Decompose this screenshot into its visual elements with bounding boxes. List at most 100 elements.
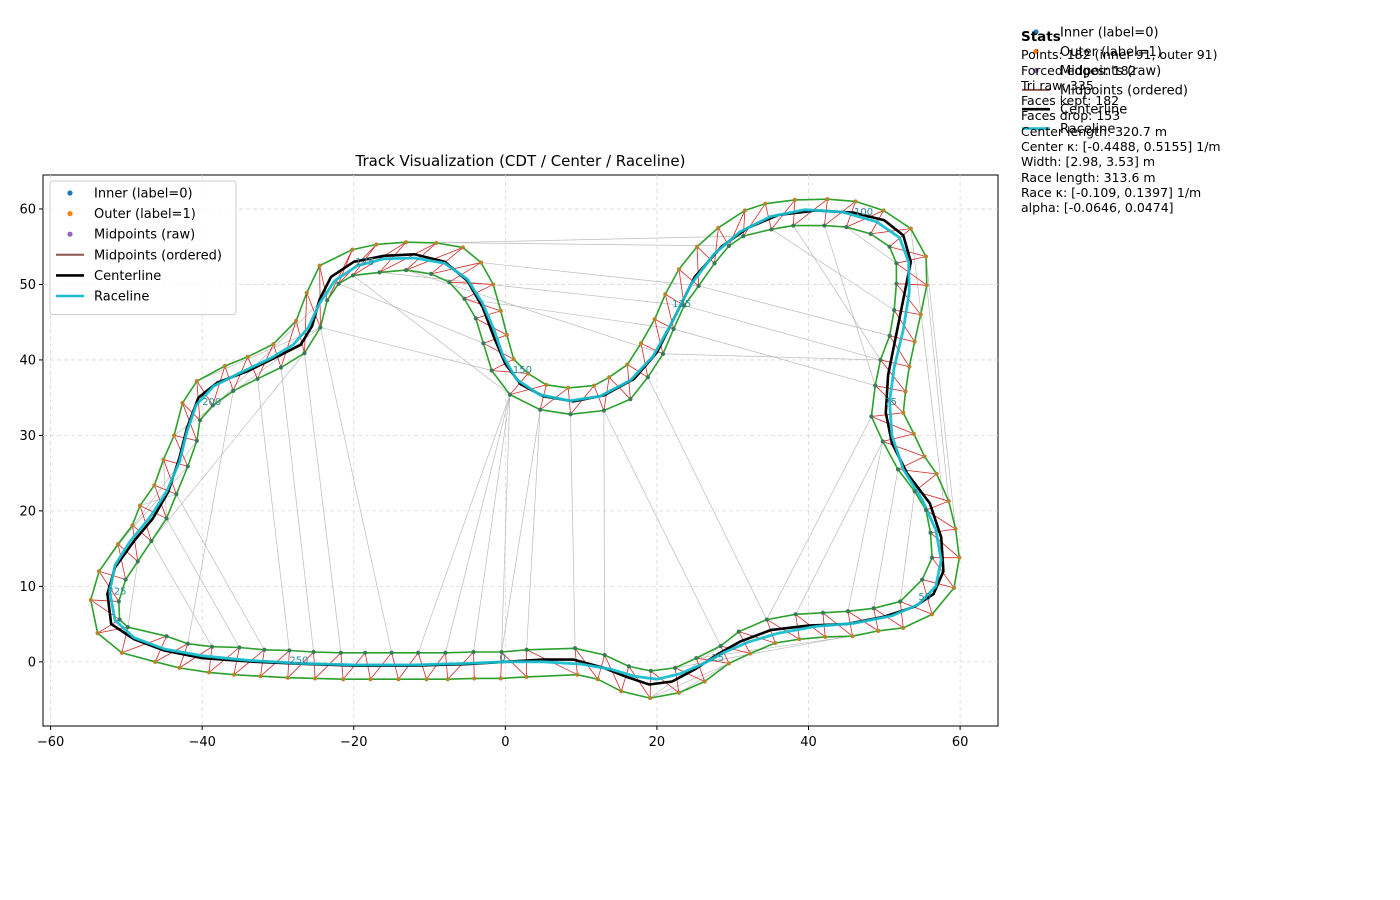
overlay-legend: Inner (label=0) Outer (label=1) Midpoints … — [1022, 26, 1188, 137]
outer-point — [478, 260, 484, 265]
inner-point — [626, 664, 631, 669]
outer-point — [222, 363, 228, 369]
legend-label: Centerline — [94, 269, 161, 284]
inner-point — [898, 599, 903, 604]
spoke-edge — [163, 459, 188, 467]
inner-point — [117, 617, 122, 622]
stats-line: Race length: 313.6 m — [1021, 169, 1156, 185]
outer-point — [742, 208, 747, 213]
dropped-edge — [481, 262, 699, 287]
outer-point — [115, 541, 121, 547]
outer-point — [161, 457, 166, 462]
spoke-edge — [896, 262, 927, 286]
outer-point — [825, 197, 830, 202]
stats-line: Width: [2.98, 3.53] m — [1021, 154, 1156, 170]
inner-point — [149, 538, 154, 544]
dropped-edge — [379, 272, 685, 306]
dropped-edge — [151, 540, 213, 647]
legend-marker — [1033, 29, 1039, 35]
inner-point — [499, 649, 504, 655]
outer-point — [663, 292, 668, 297]
outer-point — [258, 674, 263, 679]
inner-point — [403, 268, 409, 273]
spoke-edge — [326, 249, 353, 301]
inner-point — [338, 650, 343, 655]
x-tick-label: 40 — [800, 735, 817, 750]
spoke-edge — [899, 601, 904, 628]
inner-point — [736, 629, 741, 634]
index-label: 175 — [355, 257, 374, 268]
spoke-edge — [925, 509, 956, 530]
inner-point — [820, 610, 826, 615]
dropped-edge — [926, 285, 950, 502]
dropped-edge — [320, 327, 392, 653]
legend-marker — [67, 231, 73, 237]
legend-label: Inner (label=0) — [1060, 26, 1159, 41]
spoke-edge — [720, 645, 730, 664]
spoke-edge — [604, 654, 622, 692]
outer-point — [912, 339, 917, 344]
inner-point — [350, 273, 356, 278]
outer-point — [177, 665, 182, 670]
stats-line: Center length: 320.7 m — [1021, 123, 1168, 139]
inner-point — [660, 351, 666, 356]
dropped-edge — [173, 327, 321, 436]
inner-point — [769, 227, 774, 232]
y-tick-label: 0 — [28, 655, 36, 670]
outer-point — [566, 385, 571, 390]
y-tick-label: 10 — [19, 580, 36, 595]
inner-point — [538, 407, 543, 412]
outer-point — [153, 659, 158, 664]
dropped-edge — [793, 225, 881, 361]
dropped-edge — [163, 459, 167, 519]
legend-label: Raceline — [94, 290, 149, 305]
inner-point — [887, 244, 892, 249]
spoke-edge — [473, 652, 475, 679]
spoke-edge — [714, 227, 719, 264]
outer-point — [901, 625, 906, 630]
dropped-edge — [320, 327, 492, 371]
inner-point — [602, 652, 607, 658]
outer-point — [524, 674, 529, 680]
inner-point — [894, 261, 899, 266]
index-label: 125 — [672, 299, 691, 310]
outer-point — [773, 640, 778, 646]
dropped-edge — [445, 394, 511, 653]
dropped-edge — [873, 469, 899, 609]
stats-line: Points: 182 (inner 91, outer 91) — [1021, 47, 1218, 63]
spoke-edge — [620, 666, 630, 692]
stats-line: Center κ: [-0.4488, 0.5155] 1/m — [1021, 139, 1221, 155]
spoke-edge — [182, 402, 201, 421]
dropped-edge — [698, 285, 890, 337]
outer-point — [638, 341, 644, 346]
outer-point — [595, 677, 600, 682]
spoke-edge — [900, 601, 933, 615]
outer-point — [403, 240, 409, 245]
dropped-edge — [526, 409, 541, 650]
outer-point — [881, 208, 886, 213]
inner-point — [125, 625, 130, 630]
inner-point — [524, 647, 529, 652]
inner-point — [123, 577, 128, 582]
outer-point — [797, 637, 802, 642]
raceline-path — [108, 208, 943, 681]
stats-panel: Stats Points: 182 (inner 91, outer 91) Fo… — [1021, 29, 1221, 216]
inner-point — [845, 609, 851, 614]
stats-lines: Points: 182 (inner 91, outer 91) Forced e… — [1021, 47, 1221, 215]
outer-point — [876, 628, 881, 633]
inner-boundary-line — [117, 224, 933, 672]
legend-frame — [49, 180, 237, 316]
outer-point — [924, 283, 929, 288]
dropped-edge — [678, 663, 730, 694]
dropped-edge — [771, 229, 895, 311]
outer-point — [341, 677, 346, 682]
spoke-edge — [640, 343, 649, 378]
outer-point — [498, 308, 503, 313]
outer-point — [194, 378, 199, 384]
outer-point — [957, 555, 962, 560]
legend-label: Outer (label=1) — [1060, 45, 1162, 60]
dropped-edge — [436, 235, 744, 244]
outer-point — [726, 661, 732, 666]
spoke-edge — [154, 484, 177, 495]
outer-point — [953, 526, 958, 532]
